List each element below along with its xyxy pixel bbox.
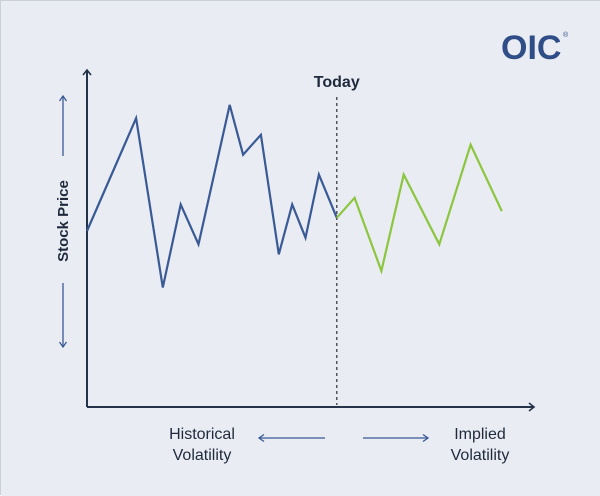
historical-label-line1: Historical — [169, 426, 235, 443]
historical-volatility-line — [85, 104, 338, 288]
implied-label-line2: Volatility — [451, 447, 510, 464]
implied-label-line1: Implied — [454, 426, 506, 443]
registered-mark: ® — [563, 31, 569, 39]
oic-logo: OIC — [501, 29, 561, 67]
implied-volatility-line — [335, 141, 503, 275]
y-axis-label: Stock Price — [55, 180, 72, 262]
today-label: Today — [314, 74, 360, 91]
historical-label-line2: Volatility — [173, 447, 232, 464]
